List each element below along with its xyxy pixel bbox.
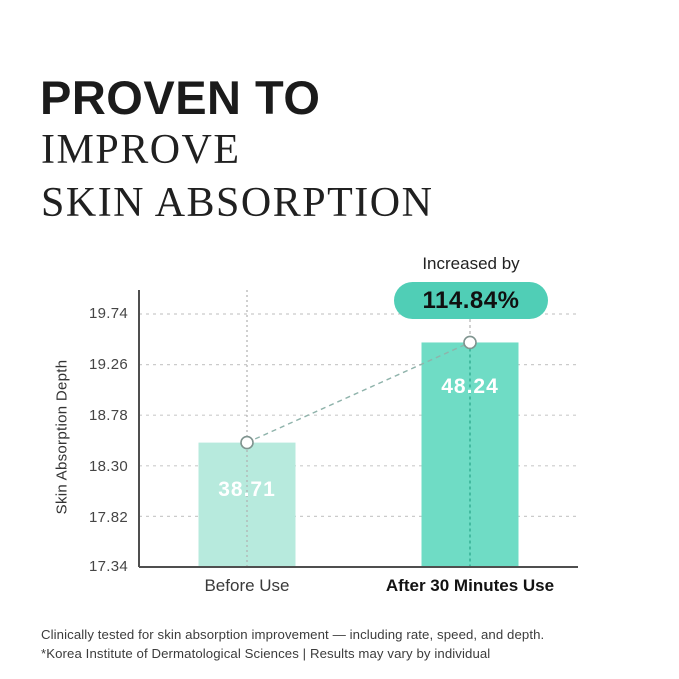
y-axis-title: Skin Absorption Depth [53,359,71,515]
disclaimer: Clinically tested for skin absorption im… [41,626,641,663]
y-tick-label: 17.34 [88,558,128,575]
headline-bold: PROVEN TO [40,71,321,124]
y-tick-label: 18.78 [88,407,128,424]
increase-badge: 114.84% [394,282,548,319]
bar-value-before: 38.71 [218,478,276,501]
trend-connector-line [246,341,471,444]
disclaimer-line1: Clinically tested for skin absorption im… [41,627,545,642]
bar-value-after: 48.24 [441,375,499,398]
increase-caption: Increased by [422,254,520,273]
data-point-marker [240,435,254,450]
x-label-after-use: After 30 Minutes Use [385,576,555,595]
y-tick-label: 17.82 [88,509,128,526]
disclaimer-line2: *Korea Institute of Dermatological Scien… [41,645,491,661]
y-tick-label: 19.26 [88,356,128,373]
data-point-marker [463,335,477,350]
y-tick-label: 18.30 [88,458,128,475]
headline-serif-line1: IMPROVE [41,127,241,173]
headline-serif-line2: SKIN ABSORPTION [41,180,434,226]
x-label-before-use: Before Use [204,576,290,595]
y-tick-label: 19.74 [88,305,128,322]
